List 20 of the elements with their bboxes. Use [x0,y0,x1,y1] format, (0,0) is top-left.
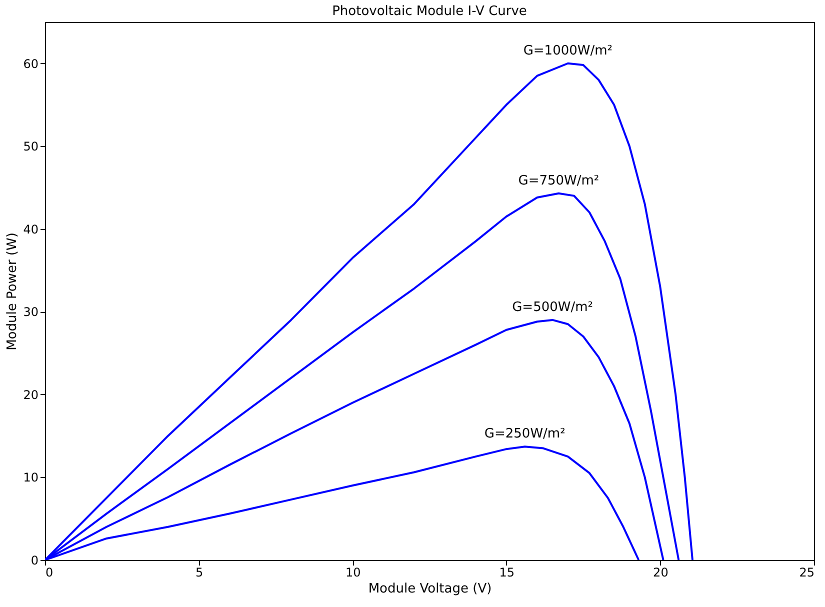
series-label: G=1000W/m² [523,43,613,58]
y-tick-label: 50 [23,140,38,154]
x-tick-label: 5 [195,566,204,580]
x-axis-title: Module Voltage (V) [368,582,492,596]
x-tick-label: 25 [799,566,814,580]
y-tick-label: 10 [23,470,38,485]
y-tick-label: 20 [23,388,38,402]
y-tick-label: 60 [23,56,38,71]
x-tick-label: 0 [46,566,54,580]
y-axis-title: Module Power (W) [5,232,20,350]
series-label: G=250W/m² [484,426,566,442]
x-tick-label: 10 [345,566,361,580]
x-tick-label: 20 [653,566,668,580]
x-tick-label: 15 [499,566,515,580]
series-label: G=750W/m² [518,173,600,188]
y-tick-label: 40 [23,222,38,236]
series-label: G=500W/m² [512,300,593,315]
y-tick-label: 30 [23,305,38,320]
chart-title: Photovoltaic Module I-V Curve [332,4,527,19]
y-tick-label: 0 [30,554,38,568]
